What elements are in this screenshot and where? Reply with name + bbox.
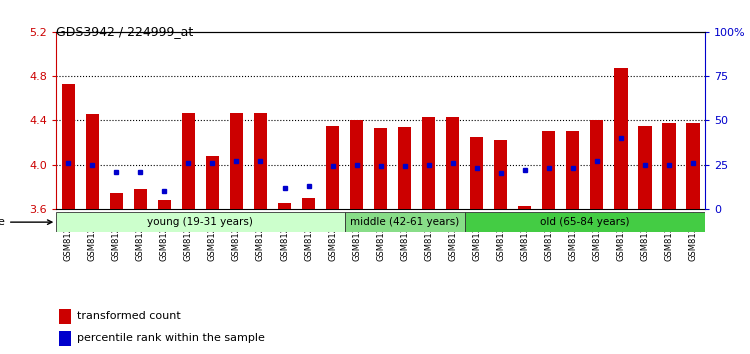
Text: age: age [0, 217, 52, 227]
Bar [326, 126, 339, 209]
Bar [398, 127, 411, 209]
Bar [542, 131, 556, 209]
Bar [350, 120, 363, 209]
Text: young (19-31 years): young (19-31 years) [148, 217, 254, 227]
Bar [182, 113, 195, 209]
Bar [465, 212, 705, 232]
Bar [638, 126, 652, 209]
Bar [302, 198, 315, 209]
Bar [374, 128, 387, 209]
Bar [134, 189, 147, 209]
Bar [230, 113, 243, 209]
Bar [59, 331, 71, 346]
Bar [56, 212, 344, 232]
Bar [110, 193, 123, 209]
Text: GDS3942 / 224999_at: GDS3942 / 224999_at [56, 25, 194, 38]
Bar [566, 131, 580, 209]
Bar [278, 203, 291, 209]
Bar [254, 113, 267, 209]
Bar [470, 137, 483, 209]
Bar [518, 206, 532, 209]
Bar [158, 200, 171, 209]
Bar [494, 140, 507, 209]
Bar [206, 156, 219, 209]
Text: middle (42-61 years): middle (42-61 years) [350, 217, 459, 227]
Bar [662, 122, 676, 209]
Text: old (65-84 years): old (65-84 years) [540, 217, 629, 227]
Bar [614, 68, 628, 209]
Text: transformed count: transformed count [77, 312, 181, 321]
Bar [446, 117, 459, 209]
Bar [86, 114, 99, 209]
Text: percentile rank within the sample: percentile rank within the sample [77, 333, 265, 343]
Bar [62, 84, 75, 209]
Bar [422, 117, 435, 209]
Bar [686, 122, 700, 209]
Bar [344, 212, 465, 232]
Bar [590, 120, 604, 209]
Bar [59, 309, 71, 324]
